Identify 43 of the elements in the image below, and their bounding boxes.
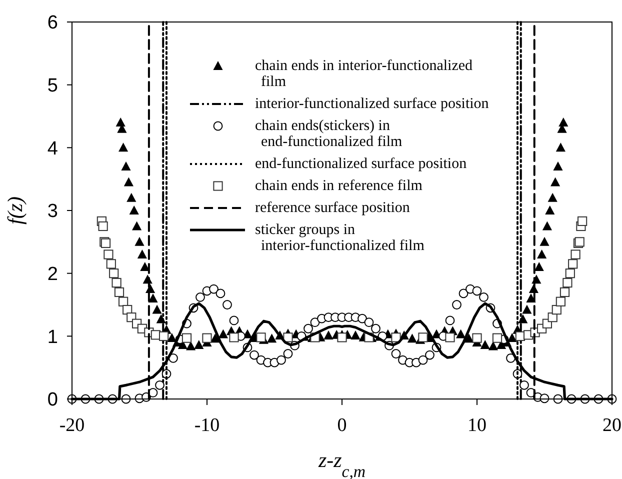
legend-label: chain ends in interior-functionalized film [255,58,474,90]
point [109,268,119,278]
point [104,250,114,260]
y-tick-label: 5 [47,75,58,96]
point [229,332,239,342]
point [106,259,116,269]
x-tick-label: 0 [337,415,347,436]
x-axis-title: z-z$_{c,m}$ [317,448,366,479]
legend-label: interior-functionalized surface position [255,96,490,112]
point [568,259,578,269]
point [565,268,575,278]
point [202,333,212,343]
point [445,332,455,342]
point [98,221,108,232]
y-tick-label: 6 [47,12,58,34]
x-tick-label: 20 [602,415,622,436]
y-tick-label: 1 [47,326,58,348]
legend-label: chain ends(stickers) in end-functionalized film [255,118,403,150]
x-tick-label: 10 [468,415,486,436]
point [337,332,347,342]
y-tick-label: 3 [47,201,58,222]
point [114,287,124,297]
x-tick-label: -20 [59,415,85,436]
point [182,333,192,343]
y-axis-title: f(z) [3,196,27,224]
point [578,216,588,226]
legend-label: end-functionalized surface position [255,156,468,172]
point [560,287,570,297]
point [391,332,401,342]
legend-label: reference surface position [255,200,410,216]
y-tick-label: 4 [47,138,58,160]
point [472,333,482,343]
x-tick-label: -10 [194,415,220,436]
legend-label: chain ends in reference film [255,178,423,194]
y-tick-label: 2 [47,264,58,285]
point [418,332,428,342]
point [256,332,266,342]
legend-label: sticker groups in interior-functionalized film [255,222,425,254]
point [492,333,502,343]
point [159,331,169,341]
point [283,332,293,342]
y-tick-label: 0 [47,390,58,411]
point [570,250,580,260]
